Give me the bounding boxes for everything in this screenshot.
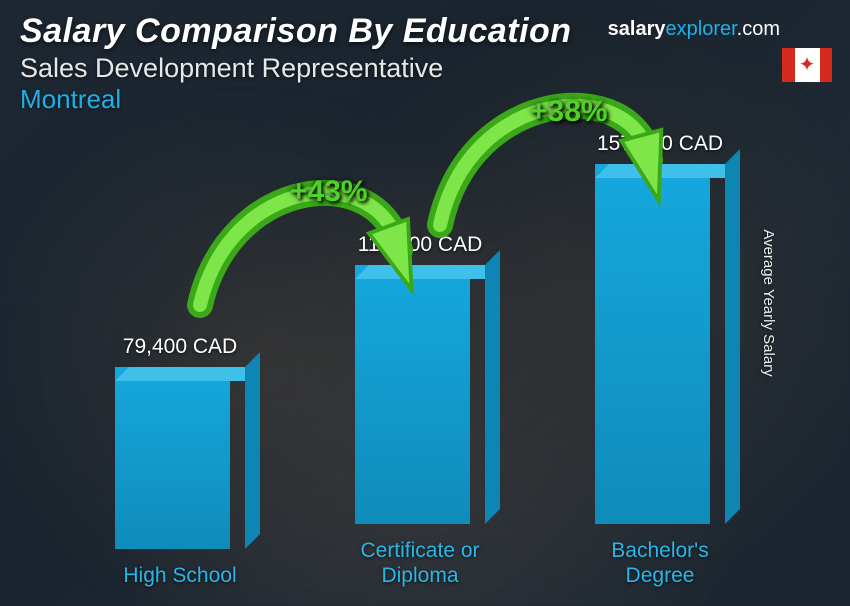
canada-flag-icon: ✦ [782, 48, 832, 82]
bar [595, 164, 725, 524]
bar-category-label: Bachelor'sDegree [611, 538, 708, 588]
brand-part1: salary [608, 18, 666, 40]
bar-value: 79,400 CAD [123, 335, 237, 359]
increase-percent-label: +38% [530, 95, 608, 129]
bar [115, 367, 245, 549]
bar-top-face [115, 367, 259, 381]
bar-group: 79,400 CAD High School [85, 335, 275, 588]
bar-side-face [245, 352, 260, 549]
bar-group: 157,000 CAD Bachelor'sDegree [565, 132, 755, 588]
bar-front-face [595, 164, 710, 524]
chart-location: Montreal [20, 84, 830, 115]
bar-category-label: High School [123, 563, 236, 588]
brand-watermark: salaryexplorer.com [608, 18, 780, 41]
bar-group: 113,000 CAD Certificate orDiploma [325, 233, 515, 588]
bar [355, 265, 485, 524]
flag-red-left [782, 48, 795, 82]
bar-front-face [355, 265, 470, 524]
bar-top-face [355, 265, 499, 279]
increase-percent-label: +43% [290, 175, 368, 209]
bar-category-label: Certificate orDiploma [360, 538, 479, 588]
maple-leaf-icon: ✦ [799, 55, 816, 75]
bar-front-face [115, 367, 230, 549]
brand-part2: explorer [666, 18, 737, 40]
bar-value: 157,000 CAD [597, 132, 723, 156]
bar-chart: 79,400 CAD High School 113,000 CAD Certific… [60, 128, 780, 588]
brand-part3: .com [737, 18, 780, 40]
bar-value: 113,000 CAD [358, 233, 483, 257]
bar-top-face [595, 164, 739, 178]
bar-side-face [485, 250, 500, 524]
bar-side-face [725, 149, 740, 524]
chart-subtitle: Sales Development Representative [20, 53, 830, 84]
flag-red-right [820, 48, 833, 82]
flag-white-mid: ✦ [795, 48, 820, 82]
